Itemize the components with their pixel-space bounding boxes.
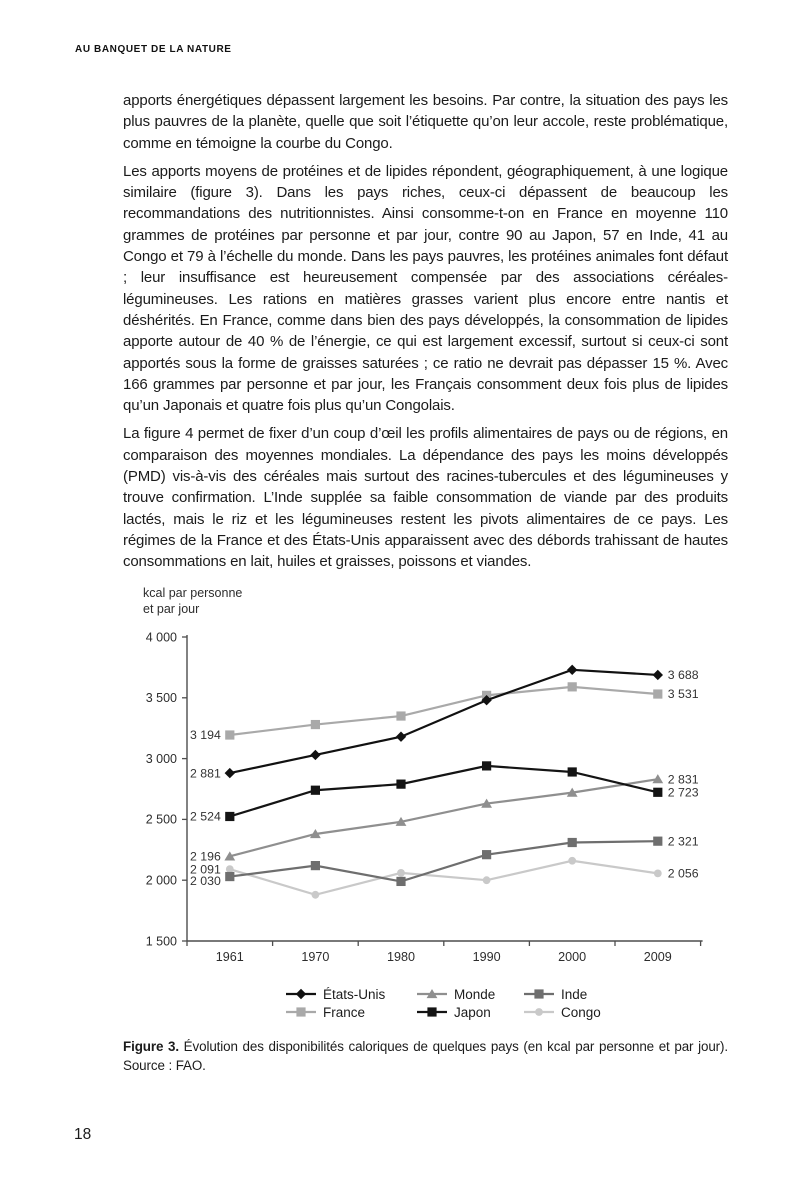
data-label-start-Japon: 2 524	[190, 809, 221, 823]
legend-label: Monde	[454, 986, 496, 1002]
y-axis-title: kcal par personne et par jour	[143, 585, 243, 616]
legend-marker-circle-icon	[524, 1008, 554, 1016]
data-label-start-Congo: 2 091	[190, 862, 221, 876]
legend-marker-square-icon	[524, 989, 554, 999]
legend-label: Japon	[454, 1004, 491, 1020]
svg-text:1 500: 1 500	[146, 934, 177, 948]
svg-text:1990: 1990	[473, 950, 501, 964]
svg-text:1980: 1980	[387, 950, 415, 964]
running-header: AU BANQUET DE LA NATURE	[75, 44, 232, 55]
figure-caption: Figure 3. Évolution des disponibilités c…	[0, 1033, 800, 1076]
svg-text:1961: 1961	[216, 950, 244, 964]
paragraph-2: Les apports moyens de protéines et de li…	[123, 162, 728, 415]
series-Inde	[225, 836, 663, 886]
body-text: apports énergétiques dépassent largement…	[0, 0, 800, 573]
series-États-Unis	[224, 664, 663, 778]
legend-item-Japon: Japon	[417, 1005, 524, 1020]
legend-label: Inde	[561, 986, 588, 1002]
series-Monde	[224, 773, 664, 860]
data-label-start-Inde: 2 030	[190, 873, 221, 887]
svg-text:2009: 2009	[644, 950, 672, 964]
legend-label: États-Unis	[323, 986, 386, 1002]
legend-item-Inde: Inde	[524, 987, 634, 1002]
figure3-chart: kcal par personne et par jour 4 000 3 500…	[0, 581, 800, 1033]
legend-marker-diamond-icon	[286, 988, 316, 1000]
svg-text:2000: 2000	[558, 950, 586, 964]
data-label-end-Japon: 2 723	[668, 785, 699, 799]
series-Japon	[225, 760, 663, 821]
svg-text:3 500: 3 500	[146, 691, 177, 705]
data-label-start-Monde: 2 196	[190, 849, 221, 863]
data-label-end-États-Unis: 3 688	[668, 668, 699, 682]
data-label-end-Monde: 2 831	[668, 772, 699, 786]
svg-text:4 000: 4 000	[146, 630, 177, 644]
legend-item-Congo: Congo	[524, 1005, 634, 1020]
page-number: 18	[74, 1126, 92, 1143]
data-label-end-Inde: 2 321	[668, 834, 699, 848]
legend-label: Congo	[561, 1004, 601, 1020]
paragraph-1: apports énergétiques dépassent largement…	[123, 92, 728, 152]
legend-marker-square-icon	[417, 1007, 447, 1017]
figure-caption-text: Évolution des disponibilités caloriques …	[183, 1038, 729, 1054]
legend-item-États-Unis: États-Unis	[286, 987, 417, 1002]
paragraph-3: La figure 4 permet de fixer d’un coup d’…	[123, 425, 728, 571]
legend-marker-triangle-icon	[417, 989, 447, 999]
legend-item-Monde: Monde	[417, 987, 524, 1002]
data-label-end-Congo: 2 056	[668, 866, 699, 880]
svg-text:3 000: 3 000	[146, 751, 177, 765]
legend-label: France	[323, 1004, 366, 1020]
legend-marker-square-icon	[286, 1007, 316, 1017]
svg-text:2 000: 2 000	[146, 873, 177, 887]
svg-text:1970: 1970	[301, 950, 329, 964]
figure-caption-source: Source : FAO.	[123, 1058, 206, 1074]
data-label-start-États-Unis: 2 881	[190, 766, 221, 780]
series-Congo	[225, 856, 662, 899]
chart-legend: États-Unis Monde Inde France Japon Congo	[286, 987, 634, 1020]
data-label-start-France: 3 194	[190, 728, 221, 742]
line-chart-svg: 4 000 3 500 3 000 2 500 2 000 1 500 1961 1970 19…	[146, 630, 703, 964]
legend-item-France: France	[286, 1005, 417, 1020]
figure-caption-label: Figure 3.	[123, 1038, 179, 1054]
svg-text:2 500: 2 500	[146, 812, 177, 826]
series-France	[225, 681, 663, 740]
data-label-end-France: 3 531	[668, 687, 699, 701]
